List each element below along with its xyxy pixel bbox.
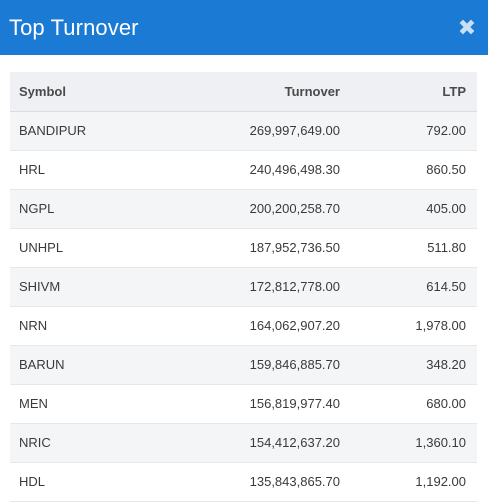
modal-header: Top Turnover ✖ bbox=[0, 0, 488, 55]
cell-ltp: 1,192.00 bbox=[351, 462, 477, 502]
cell-symbol: HDL bbox=[10, 462, 170, 502]
cell-ltp: 680.00 bbox=[351, 384, 477, 424]
cell-turnover: 269,997,649.00 bbox=[170, 111, 351, 151]
cell-turnover: 154,412,637.20 bbox=[170, 423, 351, 463]
top-turnover-table-container: Symbol Turnover LTP BANDIPUR 269,997,649… bbox=[10, 72, 477, 502]
table-row[interactable]: BARUN 159,846,885.70 348.20 bbox=[10, 345, 477, 385]
cell-turnover: 172,812,778.00 bbox=[170, 267, 351, 307]
table-row[interactable]: UNHPL 187,952,736.50 511.80 bbox=[10, 228, 477, 268]
cell-turnover: 240,496,498.30 bbox=[170, 150, 351, 190]
table-row[interactable]: BANDIPUR 269,997,649.00 792.00 bbox=[10, 111, 477, 151]
cell-symbol: BANDIPUR bbox=[10, 111, 170, 151]
cell-symbol: HRL bbox=[10, 150, 170, 190]
cell-turnover: 164,062,907.20 bbox=[170, 306, 351, 346]
modal-title: Top Turnover bbox=[9, 14, 139, 40]
table-row[interactable]: NGPL 200,200,258.70 405.00 bbox=[10, 189, 477, 229]
top-turnover-table: Symbol Turnover LTP BANDIPUR 269,997,649… bbox=[10, 72, 477, 502]
table-row[interactable]: NRN 164,062,907.20 1,978.00 bbox=[10, 306, 477, 346]
cell-ltp: 405.00 bbox=[351, 189, 477, 229]
column-header-symbol[interactable]: Symbol bbox=[10, 72, 170, 112]
table-header-row: Symbol Turnover LTP bbox=[10, 72, 477, 112]
cell-symbol: NRIC bbox=[10, 423, 170, 463]
cell-turnover: 156,819,977.40 bbox=[170, 384, 351, 424]
table-row[interactable]: SHIVM 172,812,778.00 614.50 bbox=[10, 267, 477, 307]
table-row[interactable]: HDL 135,843,865.70 1,192.00 bbox=[10, 462, 477, 502]
table-row[interactable]: NRIC 154,412,637.20 1,360.10 bbox=[10, 423, 477, 463]
cell-symbol: UNHPL bbox=[10, 228, 170, 268]
cell-symbol: BARUN bbox=[10, 345, 170, 385]
cell-symbol: MEN bbox=[10, 384, 170, 424]
cell-symbol: NRN bbox=[10, 306, 170, 346]
column-header-turnover[interactable]: Turnover bbox=[170, 72, 351, 112]
cell-turnover: 187,952,736.50 bbox=[170, 228, 351, 268]
table-row[interactable]: HRL 240,496,498.30 860.50 bbox=[10, 150, 477, 190]
cell-ltp: 1,978.00 bbox=[351, 306, 477, 346]
cell-turnover: 159,846,885.70 bbox=[170, 345, 351, 385]
cell-symbol: SHIVM bbox=[10, 267, 170, 307]
cell-ltp: 860.50 bbox=[351, 150, 477, 190]
cell-ltp: 348.20 bbox=[351, 345, 477, 385]
cell-turnover: 200,200,258.70 bbox=[170, 189, 351, 229]
cell-symbol: NGPL bbox=[10, 189, 170, 229]
cell-turnover: 135,843,865.70 bbox=[170, 462, 351, 502]
table-row[interactable]: MEN 156,819,977.40 680.00 bbox=[10, 384, 477, 424]
cell-ltp: 792.00 bbox=[351, 111, 477, 151]
column-header-ltp[interactable]: LTP bbox=[351, 72, 477, 112]
close-icon[interactable]: ✖ bbox=[457, 14, 477, 40]
cell-ltp: 1,360.10 bbox=[351, 423, 477, 463]
cell-ltp: 614.50 bbox=[351, 267, 477, 307]
cell-ltp: 511.80 bbox=[351, 228, 477, 268]
